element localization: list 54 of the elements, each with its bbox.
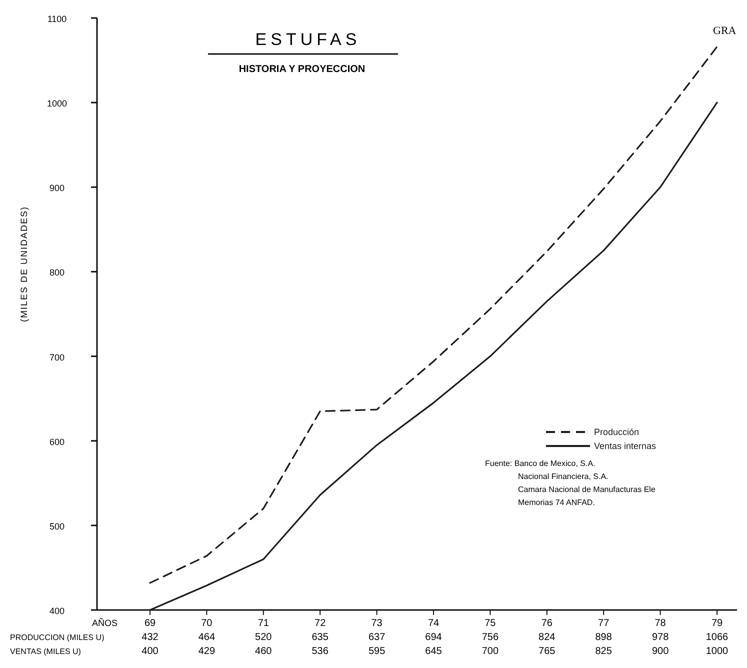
data-label: 464 <box>198 632 216 643</box>
annotation: Fuente: Banco de Mexico, S.A. <box>485 459 596 468</box>
annotation: Nacional Financiera, S.A. <box>518 472 608 481</box>
data-label: 637 <box>368 632 386 643</box>
data-label: 898 <box>595 632 612 643</box>
data-label: 429 <box>198 646 216 657</box>
y-tick-label: 1100 <box>47 14 67 24</box>
x-tick-label: 78 <box>654 618 666 629</box>
y-tick-label: 600 <box>49 436 65 447</box>
x-tick-label: 74 <box>428 618 440 629</box>
y-tick-label: 700 <box>49 352 65 362</box>
data-label: 756 <box>482 632 499 643</box>
data-label: 536 <box>312 646 329 657</box>
x-tick-label: 76 <box>541 618 553 629</box>
data-label: 700 <box>482 646 499 657</box>
y-axis-title: (MILES DE UNIDADES) <box>19 206 29 322</box>
y-tick-label: 400 <box>49 606 65 616</box>
data-label: 824 <box>538 632 556 643</box>
x-tick-label: 77 <box>598 618 610 629</box>
legend-label: Producción <box>594 427 640 437</box>
x-tick-label: 75 <box>484 618 496 629</box>
x-tick-label: 70 <box>201 618 213 629</box>
y-tick-label: 900 <box>49 183 65 194</box>
data-label: 400 <box>142 646 159 657</box>
data-label: 432 <box>142 632 159 643</box>
data-label: 460 <box>255 646 272 657</box>
y-tick-label: 1000 <box>46 98 68 109</box>
data-label: 1066 <box>706 632 729 643</box>
text: HISTORIA Y PROYECCION <box>238 64 366 75</box>
data-label: 595 <box>368 646 386 657</box>
text: PRODUCCION (MILES U) <box>10 633 105 642</box>
y-tick-label: 500 <box>49 521 65 532</box>
data-label: 900 <box>652 646 670 657</box>
annotation: Memorias 74 ANFAD. <box>518 498 595 507</box>
y-tick-label: 800 <box>49 268 65 278</box>
x-axis-title: AÑOS <box>92 618 118 628</box>
x-tick-label: 72 <box>314 618 326 629</box>
data-label: 694 <box>425 632 442 643</box>
x-tick-label: 69 <box>144 618 156 629</box>
annotation: Camara Nacional de Manufacturas Ele <box>518 485 656 494</box>
x-tick-label: 71 <box>258 618 270 629</box>
x-tick-label: 73 <box>371 618 383 629</box>
x-tick-label: 79 <box>711 618 723 629</box>
data-label: 1000 <box>706 646 729 657</box>
legend-label: Ventas internas <box>594 441 657 451</box>
data-label: 978 <box>652 632 670 643</box>
text: VENTAS (MILES U) <box>10 647 82 656</box>
data-label: 520 <box>255 632 272 643</box>
data-label: 825 <box>595 646 612 657</box>
text: ESTUFAS <box>255 30 361 49</box>
annotation: GRA <box>713 25 736 37</box>
data-label: 635 <box>312 632 329 643</box>
data-label: 765 <box>538 646 556 657</box>
data-label: 645 <box>425 646 442 657</box>
